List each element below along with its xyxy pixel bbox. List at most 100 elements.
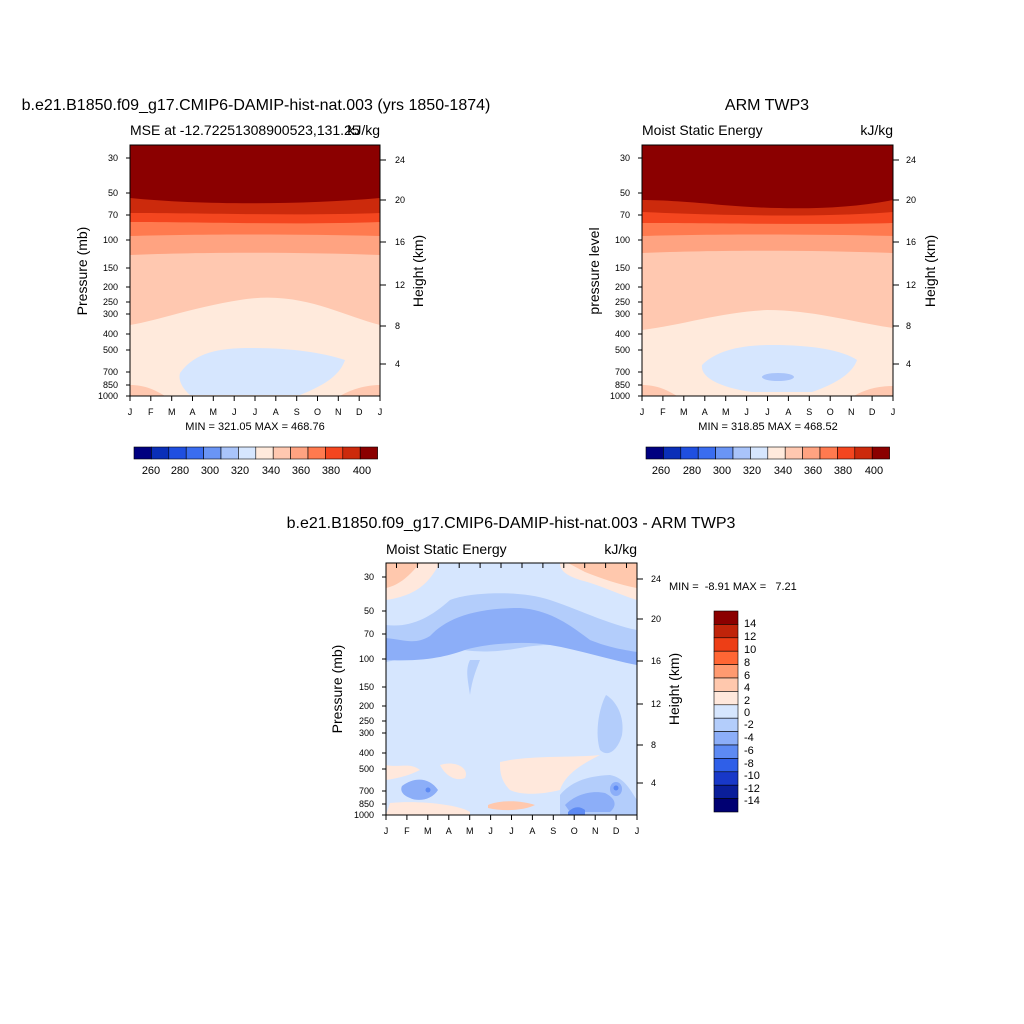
y-tick-label: 200 xyxy=(103,282,118,292)
panel-subtitle-right: kJ/kg xyxy=(347,122,380,138)
y-tick-label: 1000 xyxy=(98,391,118,401)
panel-title: b.e21.B1850.f09_g17.CMIP6-DAMIP-hist-nat… xyxy=(22,97,491,114)
colorbar-label: 340 xyxy=(262,465,280,477)
x-axis-months: J F M A M J J A S O N D J xyxy=(640,396,895,417)
y2-tick-label: 24 xyxy=(395,155,405,165)
colorbar-label: 280 xyxy=(683,465,701,477)
y-tick-label: 200 xyxy=(615,282,630,292)
colorbar: 260 280 300 320 340 360 380 400 xyxy=(133,446,378,477)
x-tick-label: J xyxy=(128,407,133,417)
y-tick-label: 50 xyxy=(364,606,374,616)
y2-axis-label: Height (km) xyxy=(410,235,426,307)
colorbar-label: 320 xyxy=(231,465,249,477)
y2-tick-label: 4 xyxy=(651,778,656,788)
y-tick-label: 400 xyxy=(615,329,630,339)
x-tick-label: D xyxy=(869,407,876,417)
x-tick-label: F xyxy=(660,407,666,417)
y-tick-label: 70 xyxy=(620,210,630,220)
min-max-stats: MIN = 318.85 MAX = 468.52 xyxy=(698,421,837,433)
y2-tick-label: 4 xyxy=(395,359,400,369)
x-tick-label: M xyxy=(680,407,688,417)
colorbar-label: 260 xyxy=(142,465,160,477)
x-tick-label: N xyxy=(848,407,855,417)
y-axis-label: Pressure (mb) xyxy=(329,645,345,734)
y-tick-label: 250 xyxy=(615,297,630,307)
colorbar-label: 260 xyxy=(652,465,670,477)
colorbar-label: -14 xyxy=(744,795,760,807)
panel-difference: b.e21.B1850.f09_g17.CMIP6-DAMIP-hist-nat… xyxy=(287,515,797,836)
y-tick-label: 100 xyxy=(615,235,630,245)
colorbar: 14 12 10 8 6 4 2 0 -2 -4 -6 -8 -10 -12 -… xyxy=(713,610,760,813)
colorbar-label: 400 xyxy=(353,465,371,477)
x-tick-label: J xyxy=(384,826,389,836)
colorbar-label: 380 xyxy=(322,465,340,477)
x-tick-label: O xyxy=(827,407,834,417)
x-tick-label: A xyxy=(189,407,195,417)
colorbar-label: 300 xyxy=(713,465,731,477)
x-tick-label: O xyxy=(571,826,578,836)
colorbar-label: 10 xyxy=(744,644,756,656)
colorbar-label: 0 xyxy=(744,707,750,719)
y-tick-label: 300 xyxy=(359,728,374,738)
x-tick-label: M xyxy=(722,407,730,417)
x-tick-label: J xyxy=(253,407,258,417)
panel-title: ARM TWP3 xyxy=(725,97,809,114)
y-tick-label: 150 xyxy=(615,263,630,273)
x-tick-label: J xyxy=(765,407,770,417)
colorbar-label: -12 xyxy=(744,783,760,795)
contour-field xyxy=(386,563,637,815)
colorbar-label: -4 xyxy=(744,732,754,744)
min-max-stats: MIN = -8.91 MAX = 7.21 xyxy=(669,581,797,593)
y-tick-label: 500 xyxy=(103,345,118,355)
y-axis-pressure: 30 50 70 100 150 200 250 300 400 500 700… xyxy=(610,153,642,401)
x-tick-label: A xyxy=(785,407,791,417)
x-tick-label: M xyxy=(168,407,176,417)
colorbar-label: 280 xyxy=(171,465,189,477)
colorbar-label: 400 xyxy=(865,465,883,477)
y2-axis-height: 24 20 16 12 8 4 xyxy=(637,574,661,788)
x-tick-label: M xyxy=(466,826,474,836)
y-tick-label: 500 xyxy=(359,764,374,774)
colorbar-label: 360 xyxy=(292,465,310,477)
x-tick-label: A xyxy=(702,407,708,417)
y2-axis-label: Height (km) xyxy=(666,653,682,725)
y-tick-label: 200 xyxy=(359,701,374,711)
y-axis-pressure: 30 50 70 100 150 200 250 300 400 500 700… xyxy=(354,572,386,820)
y2-tick-label: 20 xyxy=(651,614,661,624)
y-axis-label: Pressure (mb) xyxy=(74,227,90,316)
y2-tick-label: 12 xyxy=(395,280,405,290)
y-tick-label: 300 xyxy=(615,309,630,319)
y-tick-label: 1000 xyxy=(354,810,374,820)
x-tick-label: A xyxy=(529,826,535,836)
y-tick-label: 150 xyxy=(103,263,118,273)
y2-tick-label: 20 xyxy=(395,195,405,205)
x-tick-label: S xyxy=(550,826,556,836)
colorbar-label: 12 xyxy=(744,631,756,643)
y-tick-label: 70 xyxy=(364,629,374,639)
colorbar-label: 360 xyxy=(804,465,822,477)
y2-axis-height: 24 20 16 12 8 4 xyxy=(380,155,405,369)
panel-subtitle-right: kJ/kg xyxy=(604,541,637,557)
colorbar-label: -2 xyxy=(744,719,754,731)
x-tick-label: N xyxy=(592,826,599,836)
x-tick-label: M xyxy=(424,826,432,836)
panel-subtitle-left: Moist Static Energy xyxy=(386,541,507,557)
colorbar: 260 280 300 320 340 360 380 400 xyxy=(645,446,890,477)
y-tick-label: 1000 xyxy=(610,391,630,401)
y-tick-label: 50 xyxy=(108,188,118,198)
contour-field xyxy=(642,145,893,396)
y-tick-label: 30 xyxy=(620,153,630,163)
x-tick-label: J xyxy=(635,826,640,836)
y-tick-label: 250 xyxy=(359,716,374,726)
y-tick-label: 50 xyxy=(620,188,630,198)
y-tick-label: 30 xyxy=(108,153,118,163)
y-tick-label: 30 xyxy=(364,572,374,582)
y-tick-label: 700 xyxy=(359,786,374,796)
colorbar-label: 6 xyxy=(744,670,750,682)
colorbar-label: -10 xyxy=(744,770,760,782)
colorbar-label: 14 xyxy=(744,618,756,630)
y2-tick-label: 24 xyxy=(651,574,661,584)
y-tick-label: 850 xyxy=(103,380,118,390)
x-tick-label: J xyxy=(509,826,514,836)
colorbar-label: -6 xyxy=(744,745,754,757)
